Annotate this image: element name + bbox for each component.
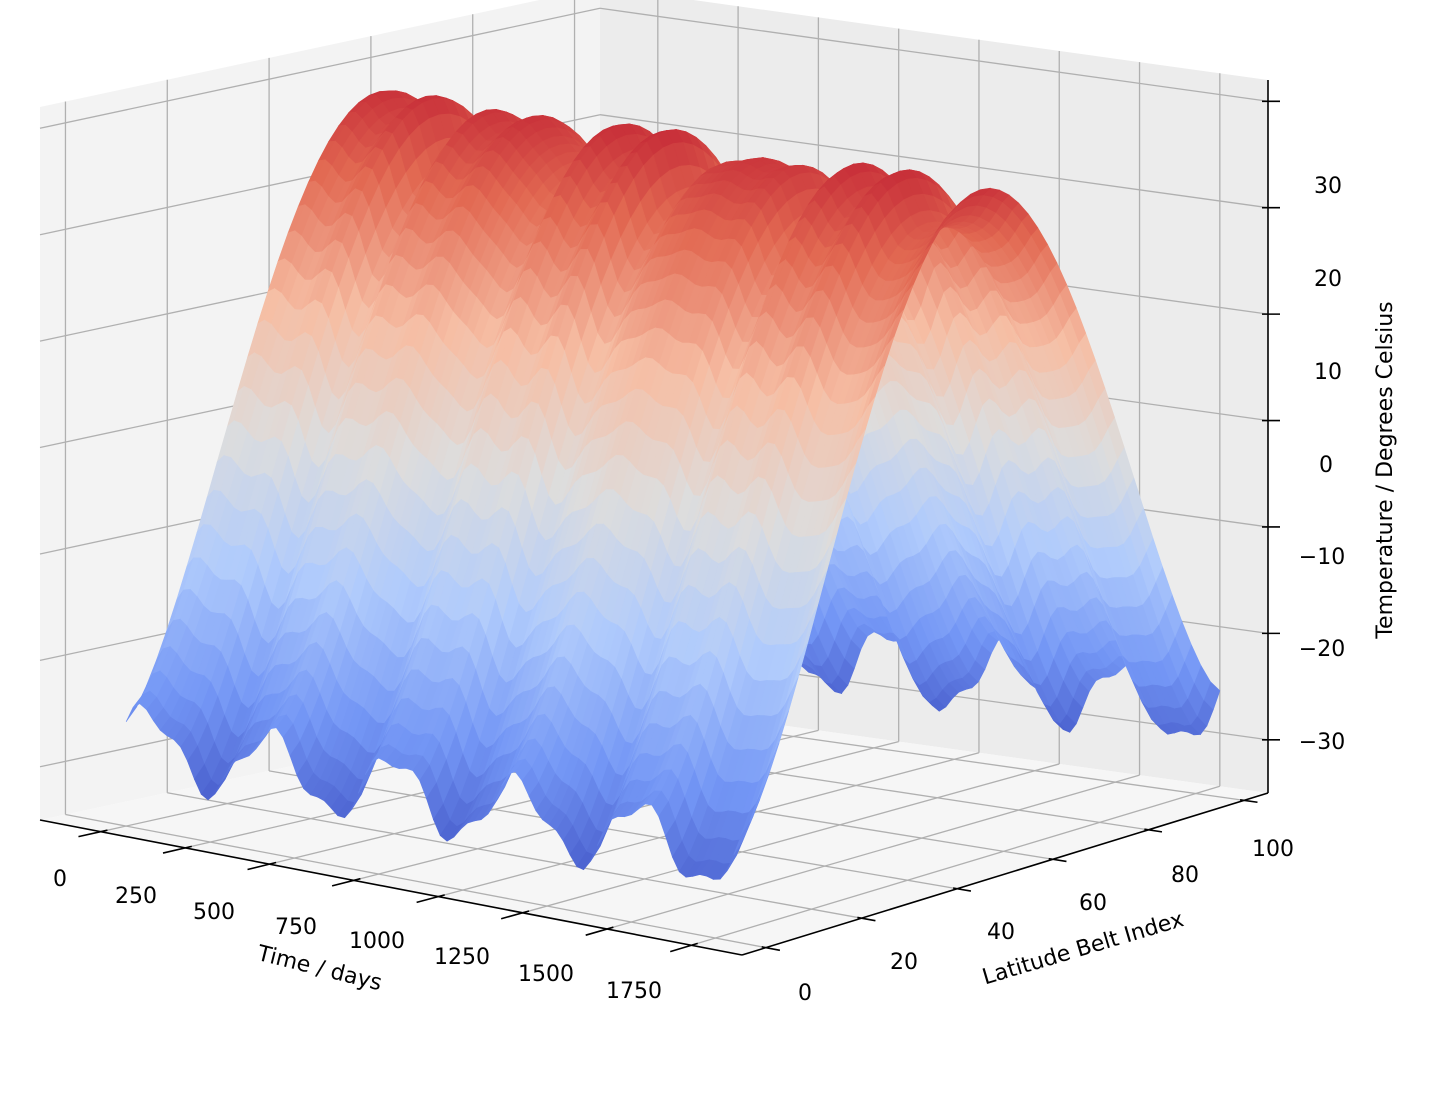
grid-line (599, 114, 1269, 209)
grid-line (599, 7, 1269, 102)
x-tick-mark (162, 845, 192, 854)
z-tick-labels: −30 −20 −10 0 10 20 30 (1299, 174, 1345, 755)
x-tick-label: 0 (53, 867, 67, 892)
grid-line (167, 792, 862, 919)
z-axis-label: Temperature / Degrees Celsius (1373, 301, 1398, 639)
x-tick-label: 500 (193, 900, 235, 925)
x-tick-mark (500, 910, 530, 920)
x-tick-label: 1250 (434, 945, 490, 970)
y-tick-label: 100 (1252, 837, 1294, 862)
y-tick-label: 60 (1079, 891, 1107, 916)
x-tick-label: 1500 (518, 962, 574, 987)
z-tick-label: 10 (1314, 360, 1342, 385)
z-tick-label: 20 (1314, 267, 1342, 292)
grid-line (606, 774, 1140, 930)
y-tick-label: 20 (890, 950, 918, 975)
z-tick-label: −10 (1299, 545, 1345, 570)
x-tick-mark (416, 894, 445, 904)
x-tick-label: 250 (115, 884, 157, 909)
grid-line (268, 770, 958, 890)
z-tick-label: 0 (1319, 453, 1333, 478)
z-tick-label: −20 (1299, 637, 1345, 662)
y-tick-label: 40 (987, 920, 1015, 945)
x-tick-label: 1000 (349, 929, 405, 954)
x-tick-label: 750 (275, 915, 317, 940)
x-tick-mark (247, 861, 277, 871)
y-tick-label: 0 (798, 981, 812, 1006)
grid-line (691, 785, 1221, 946)
temperature-surface (125, 90, 1221, 880)
y-tick-label: 80 (1171, 863, 1199, 888)
grid-line (39, 7, 601, 129)
x-tick-mark (78, 829, 108, 838)
z-tick-label: −30 (1299, 730, 1345, 755)
z-tick-label: 30 (1314, 174, 1342, 199)
grid-line (65, 813, 767, 949)
x-tick-mark (331, 877, 361, 887)
grid-line (522, 763, 1060, 914)
x-tick-label: 1750 (606, 979, 662, 1004)
